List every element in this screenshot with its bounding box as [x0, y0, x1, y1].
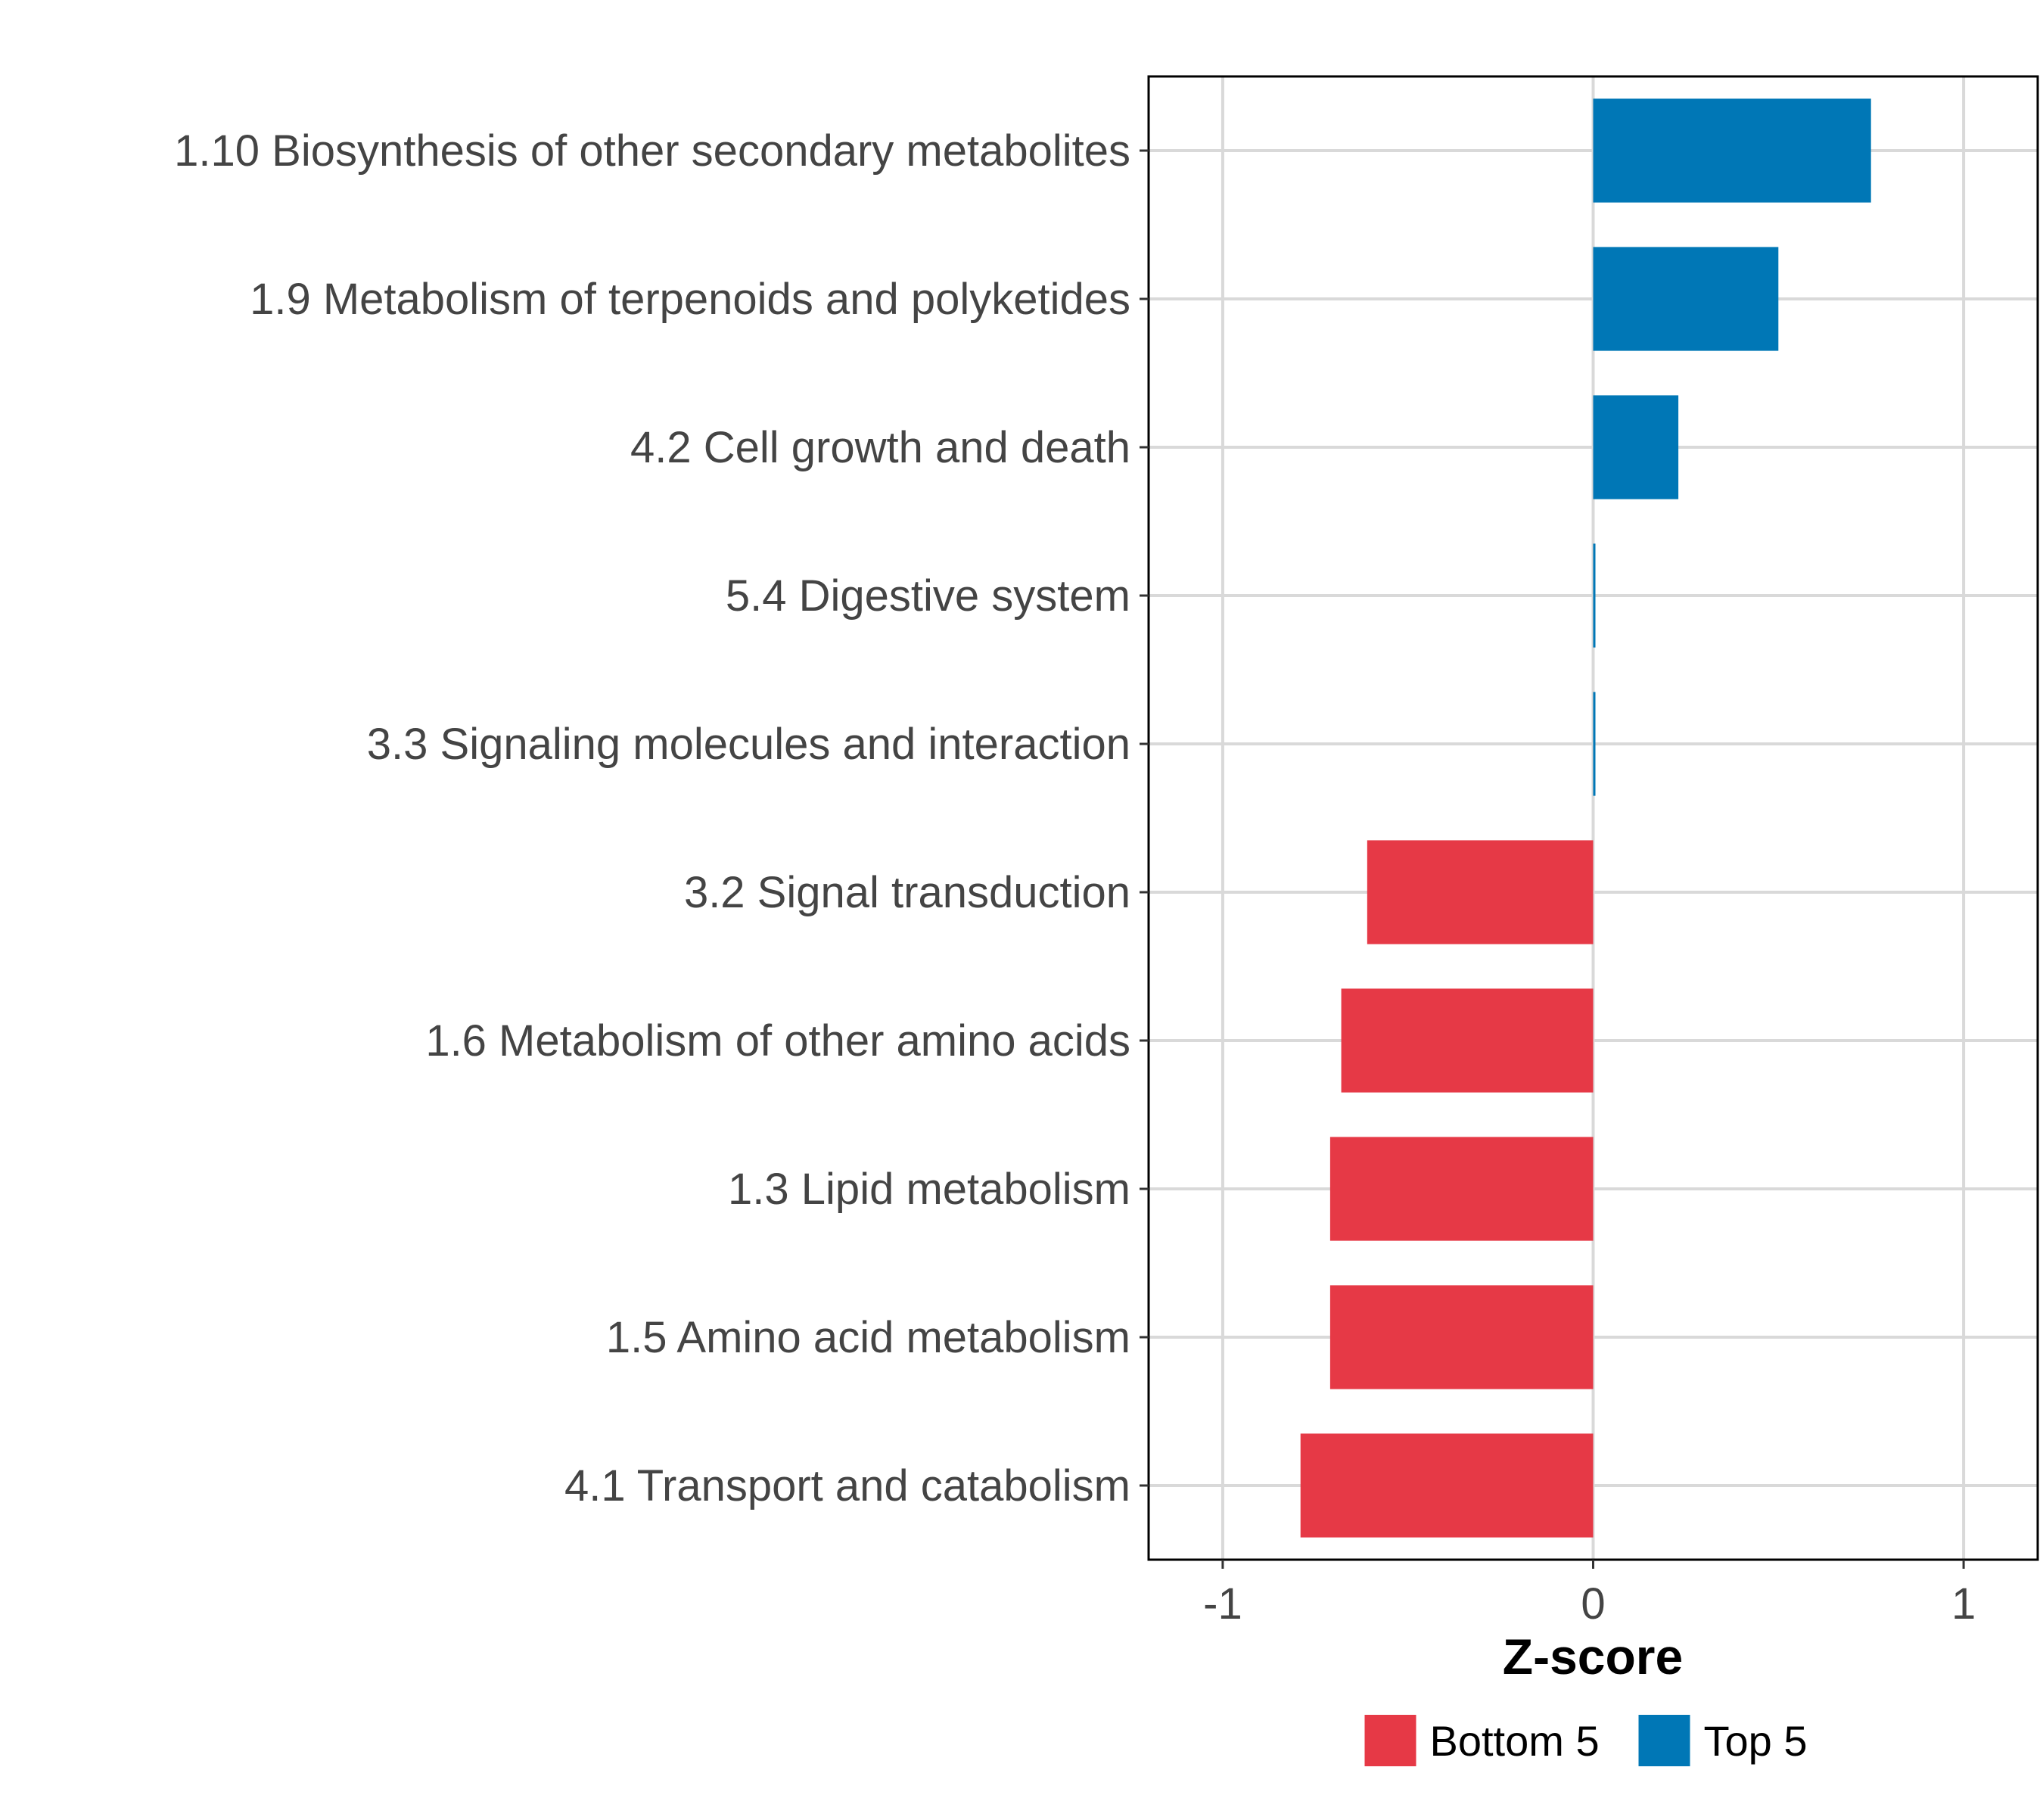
- bar-layer: [1300, 98, 1871, 1538]
- legend-label: Bottom 5: [1430, 1717, 1600, 1765]
- category-label: 4.2 Cell growth and death: [630, 423, 1130, 472]
- x-tick-label: 0: [1581, 1579, 1605, 1629]
- legend-swatch: [1638, 1715, 1690, 1766]
- legend-swatch: [1364, 1715, 1416, 1766]
- bar: [1593, 98, 1871, 203]
- bar: [1341, 988, 1594, 1093]
- bar: [1593, 247, 1779, 351]
- legend-label: Top 5: [1704, 1717, 1808, 1765]
- category-label: 1.9 Metabolism of terpenoids and polyket…: [250, 275, 1130, 324]
- category-label: 5.4 Digestive system: [726, 571, 1130, 621]
- category-label: 1.6 Metabolism of other amino acids: [425, 1016, 1130, 1066]
- category-label: 4.1 Transport and catabolism: [564, 1461, 1130, 1510]
- x-tick-label: -1: [1203, 1579, 1242, 1629]
- category-label: 1.3 Lipid metabolism: [728, 1165, 1130, 1214]
- category-label: 1.10 Biosynthesis of other secondary met…: [174, 126, 1130, 176]
- bar: [1593, 395, 1679, 499]
- bar: [1593, 692, 1596, 796]
- category-label: 1.5 Amino acid metabolism: [606, 1313, 1130, 1362]
- category-label: 3.3 Signaling molecules and interaction: [367, 720, 1130, 769]
- x-tick-label: 1: [1951, 1579, 1976, 1629]
- bar: [1329, 1285, 1594, 1389]
- bar: [1593, 543, 1596, 648]
- x-ticks: -1 0 1: [1203, 1560, 1976, 1629]
- category-labels: 1.10 Biosynthesis of other secondary met…: [174, 126, 1130, 1510]
- bar: [1367, 840, 1594, 944]
- category-label: 3.2 Signal transduction: [684, 868, 1130, 917]
- bar: [1300, 1433, 1594, 1538]
- y-ticks: [1140, 149, 1149, 1487]
- x-axis-title: Z-score: [1503, 1629, 1683, 1685]
- bar: [1329, 1137, 1594, 1241]
- legend: Bottom 5 Top 5: [1364, 1715, 1808, 1766]
